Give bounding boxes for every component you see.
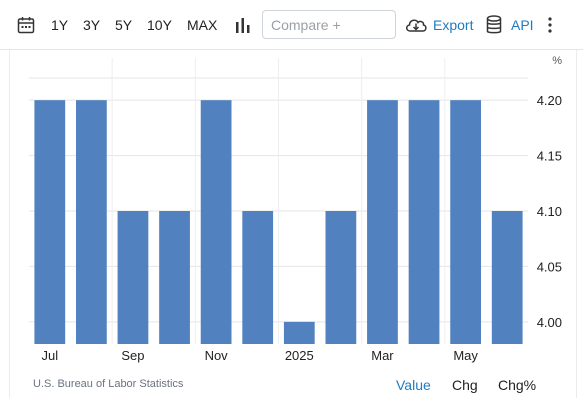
range-max-button[interactable]: MAX <box>187 17 218 33</box>
calendar-icon[interactable] <box>17 16 35 39</box>
range-5y-button[interactable]: 5Y <box>115 17 133 33</box>
bar-apr[interactable] <box>408 100 440 344</box>
y-tick-label: 4.10 <box>537 204 562 219</box>
bar-sep[interactable] <box>117 211 149 344</box>
more-vertical-icon[interactable] <box>547 17 553 38</box>
export-button[interactable]: Export <box>433 17 474 33</box>
y-tick-label: 4.15 <box>537 149 562 164</box>
api-button[interactable]: API <box>511 17 534 33</box>
x-tick-label: Sep <box>121 348 144 363</box>
range-3y-button[interactable]: 3Y <box>83 17 101 33</box>
chart-toolbar: 1Y 3Y 5Y 10Y MAX Export API <box>0 0 583 50</box>
source-label: U.S. Bureau of Labor Statistics <box>33 378 184 390</box>
bar-aug[interactable] <box>75 100 107 344</box>
bar-2025[interactable] <box>283 321 315 344</box>
x-tick-labels: Jul Sep Nov 2025 Mar May <box>41 348 478 363</box>
tab-chg[interactable]: Chg <box>452 377 478 393</box>
y-unit-label: % <box>552 55 562 67</box>
tab-chg-percent[interactable]: Chg% <box>498 377 537 393</box>
x-tick-label: Mar <box>371 348 394 363</box>
bar-chart-icon[interactable] <box>235 17 251 38</box>
x-tick-label: 2025 <box>285 348 314 363</box>
tab-value[interactable]: Value <box>396 377 431 393</box>
y-tick-labels: 4.00 4.05 4.10 4.15 4.20 <box>537 93 562 330</box>
x-tick-label: May <box>453 348 478 363</box>
grid-lines <box>29 58 528 344</box>
x-tick-label: Jul <box>41 348 58 363</box>
chart-panel <box>9 50 577 398</box>
cloud-download-icon[interactable] <box>404 16 428 39</box>
bar-nov[interactable] <box>200 100 232 344</box>
compare-input[interactable] <box>262 10 396 39</box>
y-tick-label: 4.00 <box>537 315 562 330</box>
bar-dec[interactable] <box>242 211 274 344</box>
database-icon[interactable] <box>486 15 502 40</box>
y-tick-label: 4.20 <box>537 93 562 108</box>
y-tick-label: 4.05 <box>537 259 562 274</box>
bar-jun[interactable] <box>491 211 523 344</box>
x-tick-label: Nov <box>205 348 229 363</box>
bar-may[interactable] <box>450 100 482 344</box>
bar-oct[interactable] <box>159 211 190 344</box>
bar-mar[interactable] <box>367 100 398 344</box>
bar-feb[interactable] <box>325 211 357 344</box>
bar-jul[interactable] <box>34 100 66 344</box>
bars <box>34 100 523 344</box>
range-10y-button[interactable]: 10Y <box>147 17 172 33</box>
range-1y-button[interactable]: 1Y <box>51 17 69 33</box>
